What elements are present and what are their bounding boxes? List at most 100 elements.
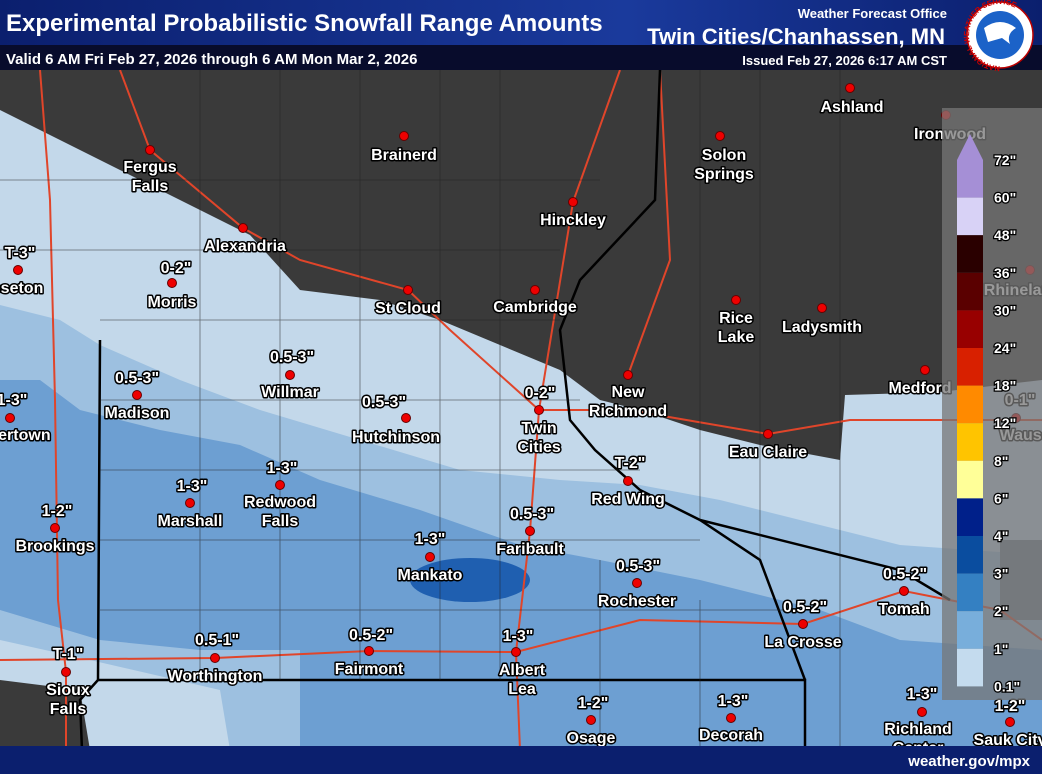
header: Experimental Probabilistic Snowfall Rang…: [0, 0, 1042, 73]
city-dot: [210, 653, 220, 663]
legend-swatch: [957, 310, 983, 348]
snow-range: 1-3": [718, 693, 749, 710]
city: Fergus Falls: [122, 145, 178, 197]
issued-time: Issued Feb 27, 2026 6:17 AM CST: [742, 53, 947, 68]
title: Experimental Probabilistic Snowfall Rang…: [6, 10, 603, 37]
city-dot: [132, 390, 142, 400]
snow-range: 1-3": [415, 531, 446, 548]
city-label: Lea: [508, 681, 536, 698]
legend-label: 48": [994, 227, 1016, 243]
snow-range: 0.5-2": [349, 627, 393, 644]
city-label: Springs: [694, 166, 754, 183]
city-dot: [715, 131, 725, 141]
city: Ashland: [819, 83, 885, 118]
city-dot: [845, 83, 855, 93]
city-dot: [763, 429, 773, 439]
city-dot: [586, 715, 596, 725]
city-label: Mankato: [398, 567, 463, 584]
city-label: Ashland: [820, 99, 883, 116]
legend-swatch: [957, 648, 983, 687]
city: Hinckley: [539, 197, 608, 231]
snow-range: 1-2": [578, 695, 609, 712]
city-dot: [568, 197, 578, 207]
city: Faribault 0.5-3": [495, 505, 566, 560]
city-label: Albert: [499, 662, 546, 679]
snow-range: 0.5-3": [270, 349, 314, 366]
city-dot: [632, 578, 642, 588]
city: Red Wing T-2": [590, 454, 667, 510]
city-dot: [399, 131, 409, 141]
legend-label: 72": [994, 152, 1016, 168]
city-label: Sauk City: [974, 732, 1042, 749]
legend-swatch: [957, 160, 983, 198]
office-label: Weather Forecast Office: [798, 6, 947, 21]
city-dot: [401, 413, 411, 423]
snow-range: 1-3": [907, 686, 938, 703]
city-dot: [185, 498, 195, 508]
map-background: [0, 70, 1042, 750]
city: Sioux Falls T-1": [45, 645, 92, 720]
city: Ladysmith: [780, 303, 864, 338]
city-label: Rochester: [598, 593, 676, 610]
city: Decorah 1-3": [697, 692, 764, 746]
city-dot: [50, 523, 60, 533]
city: Twin Cities 0-2": [516, 384, 563, 458]
snow-range: T-1": [53, 646, 84, 663]
county-lines: [0, 70, 841, 750]
legend-label: 36": [994, 265, 1016, 281]
city-label: Alexandria: [204, 238, 286, 255]
city-label: Lake: [718, 329, 755, 346]
city: Brookings 1-2": [14, 502, 96, 557]
legend: 72" 60" 48" 36" 30" 24" 18" 12" 8" 6" 4" 3" 2" 1" 0.1": [942, 108, 1042, 700]
city-dot: [920, 365, 930, 375]
snow-range: 0.5-3": [115, 370, 159, 387]
city: St Cloud: [374, 285, 442, 319]
city-dot: [1005, 717, 1015, 727]
city-label: Sisseton: [0, 280, 43, 297]
snow-range: 1-3": [267, 460, 298, 477]
legend-label: 18": [994, 378, 1016, 394]
city: Solon Springs: [693, 131, 755, 185]
legend-swatch: [957, 385, 983, 424]
city-label: Ladysmith: [782, 319, 862, 336]
legend-label: 0.1": [994, 678, 1020, 694]
city-label: Cambridge: [493, 299, 577, 316]
snow-range: 0.5-2": [783, 599, 827, 616]
city: Watertown 1-3": [0, 391, 52, 446]
city-label: Medford: [888, 380, 951, 397]
snow-range: 1-3": [177, 478, 208, 495]
city: Osage 1-2": [565, 694, 617, 749]
legend-label: 1": [994, 641, 1008, 657]
snow-range: 0-2": [525, 385, 556, 402]
snow-range: 0.5-1": [195, 632, 239, 649]
legend-swatch: [957, 498, 983, 536]
legend-label: 6": [994, 490, 1008, 506]
city-label: Watertown: [0, 427, 51, 444]
city-dot: [731, 295, 741, 305]
city-label: Faribault: [496, 541, 564, 558]
valid-period: Valid 6 AM Fri Feb 27, 2026 through 6 AM…: [6, 51, 418, 68]
snow-range: 0.5-3": [362, 394, 406, 411]
legend-swatch: [957, 197, 983, 236]
city-dot: [285, 370, 295, 380]
city: Worthington 0.5-1": [166, 631, 264, 687]
city: Marshall 1-3": [156, 477, 224, 532]
city-label: Marshall: [158, 513, 223, 530]
city-dot: [623, 370, 633, 380]
city-dot: [917, 707, 927, 717]
city-dot: [145, 145, 155, 155]
city-label: Cities: [517, 439, 561, 456]
legend-swatch: [957, 348, 983, 386]
snow-range: 0-2": [161, 260, 192, 277]
city-dot: [511, 647, 521, 657]
city: Redwood Falls 1-3": [243, 459, 318, 532]
city: Fairmont 0.5-2": [333, 626, 405, 680]
city-label: Falls: [262, 513, 299, 530]
office-name: Twin Cities/Chanhassen, MN: [647, 24, 945, 49]
city-label: Hinckley: [540, 212, 606, 229]
legend-label: 30": [994, 302, 1016, 318]
legend-arrow: [957, 134, 983, 160]
city-label: Fairmont: [335, 661, 404, 678]
city-label: Hutchinson: [352, 429, 440, 446]
